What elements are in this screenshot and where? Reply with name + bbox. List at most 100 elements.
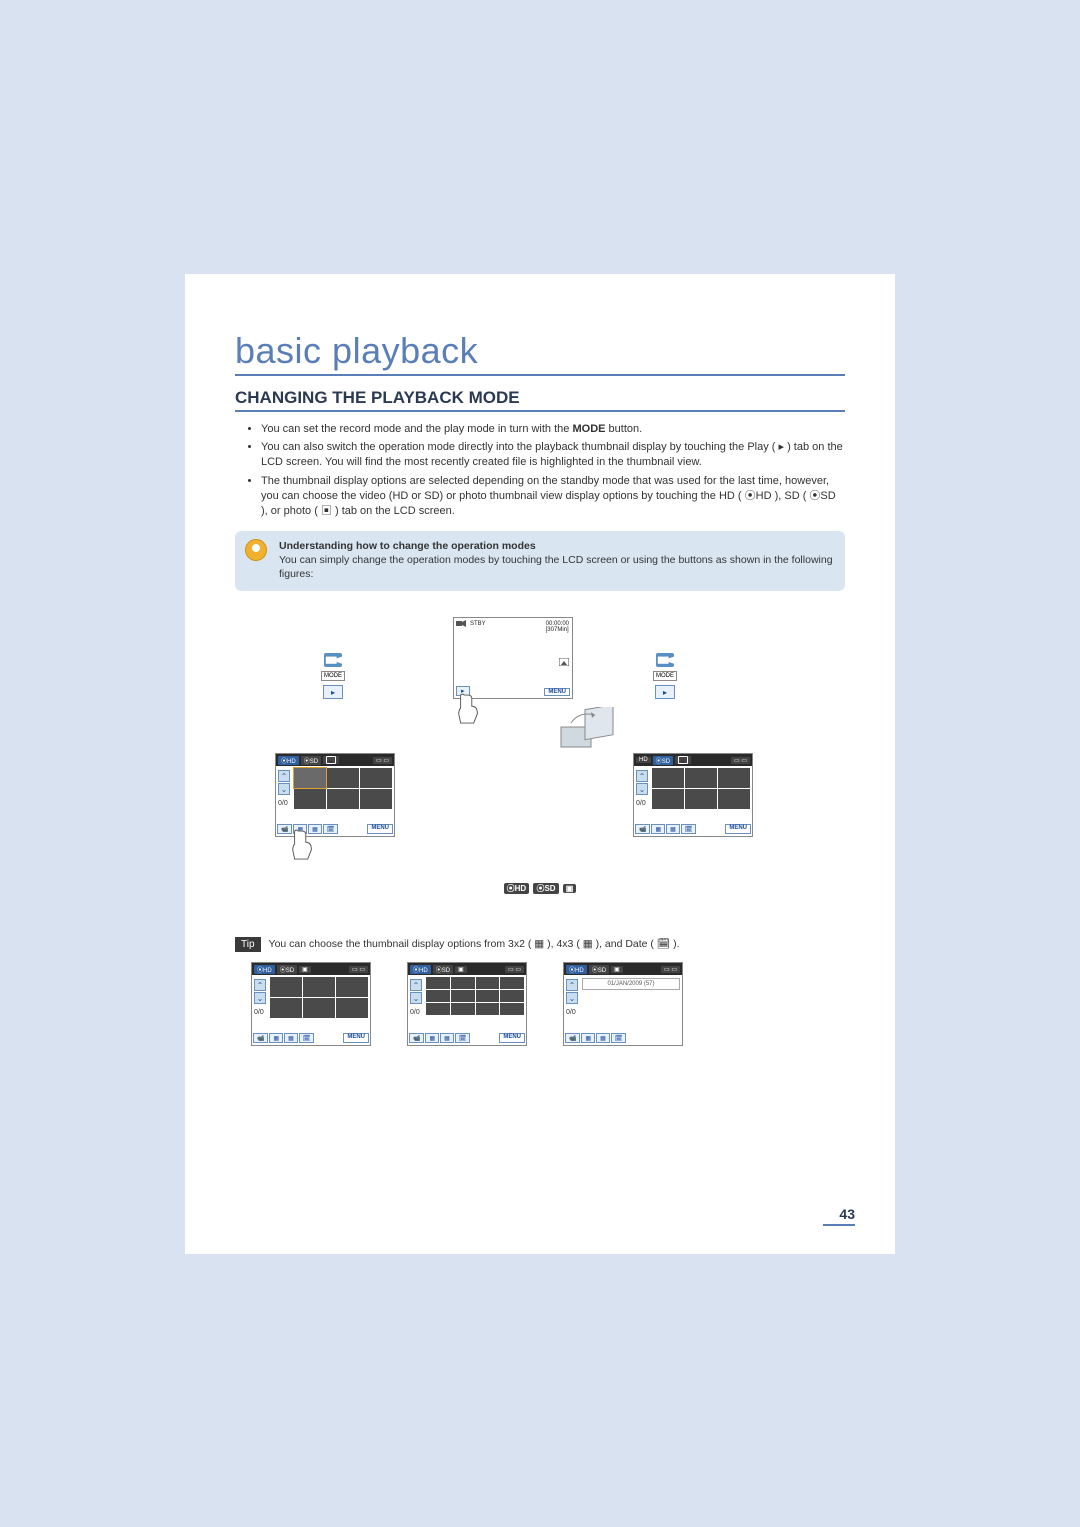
menu-button: MENU [499, 1033, 525, 1043]
up-arrow-icon: ⌃ [254, 979, 266, 991]
rec-mode-icon: 📹 [565, 1033, 580, 1043]
thumbnail [327, 768, 359, 788]
tip-badge: Tip [235, 937, 261, 952]
play-icon: ▸ [323, 685, 343, 699]
thumbnail [718, 789, 750, 809]
mode-label: MODE [321, 671, 345, 681]
thumbnail [652, 768, 684, 788]
date-icon: 🗓 [455, 1033, 471, 1043]
mode-button-right: MODE ▸ [653, 653, 677, 699]
mode-icons-row: ⦿HD ⦿SD ▣ [235, 883, 845, 894]
thumbnail [652, 789, 684, 809]
date-icon: 🗓 [611, 1033, 627, 1043]
thumbnail [476, 977, 500, 989]
grid-4x3-icon: ▦ [440, 1033, 454, 1043]
thumbnail [336, 977, 368, 997]
thumbnail [360, 789, 392, 809]
date-icon: 🗓 [681, 824, 697, 834]
camcorder-icon [456, 620, 466, 628]
date-entry: 01/JAN/2009 (57) [582, 978, 680, 990]
down-arrow-icon: ⌄ [636, 783, 648, 795]
thumbnail [451, 990, 475, 1002]
menu-button: MENU [367, 824, 393, 834]
tip-text: You can choose the thumbnail display opt… [269, 937, 680, 950]
thumb-4x3-screen: ⦿HD ⦿SD ▣ ▭ ▭ ⌃⌄ 0/0 📹 ▦ ▦ 🗓 MENU [407, 962, 527, 1046]
tab-storage: ▭ ▭ [373, 757, 392, 764]
thumbnail [451, 977, 475, 989]
up-arrow-icon: ⌃ [636, 770, 648, 782]
camera-icon [324, 653, 342, 667]
tab-hd: ⦿HD [278, 756, 299, 765]
grid-3x2-icon: ▦ [651, 824, 665, 834]
tab-sd: ⦿SD [653, 756, 673, 765]
info-box: Understanding how to change the operatio… [235, 531, 845, 592]
bullet-3: The thumbnail display options are select… [261, 474, 845, 519]
grid-3x2-icon: ▦ [425, 1033, 439, 1043]
pager-text: 0/0 [254, 1009, 264, 1016]
lightbulb-icon [245, 539, 267, 561]
page-number: 43 [839, 1206, 855, 1222]
tab-hd: ⦿HD [566, 965, 587, 974]
thumbnail-screen-right: HD ⦿SD ▭ ▭ ⌃ ⌄ 0/0 📹 ▦ ▦ 🗓 MENU [633, 753, 753, 837]
pager-text: 0/0 [278, 800, 288, 807]
play-icon: ▸ [655, 685, 675, 699]
page-number-underline [823, 1224, 855, 1226]
up-arrow-icon: ⌃ [278, 770, 290, 782]
tab-sd: ⦿SD [301, 756, 321, 765]
thumbnail [327, 789, 359, 809]
thumbnail [451, 1003, 475, 1015]
thumbnail [426, 977, 450, 989]
mode-diagram: MODE ▸ STBY 00:00:00[307Min] ▸ MENU [235, 607, 845, 927]
tab-photo [675, 756, 691, 764]
thumbnail [336, 998, 368, 1018]
grid-3x2-icon: ▦ [581, 1033, 595, 1043]
grid-3x2-icon: ▦ [269, 1033, 283, 1043]
chapter-title: basic playback [235, 330, 845, 376]
camera-icon [656, 653, 674, 667]
hd-mode-icon: ⦿HD [504, 883, 530, 894]
touch-hand-icon [455, 693, 483, 727]
menu-button: MENU [343, 1033, 369, 1043]
tab-hd: HD [636, 757, 651, 763]
mode-button-left: MODE ▸ [321, 653, 345, 699]
up-arrow-icon: ⌃ [566, 979, 578, 991]
thumbnail [426, 1003, 450, 1015]
sd-mode-icon: ⦿SD [533, 883, 558, 894]
thumbnail [303, 998, 335, 1018]
thumbnail [685, 789, 717, 809]
thumbnail [476, 990, 500, 1002]
thumbnail-screen-left: ⦿HD ⦿SD ▭ ▭ ⌃ ⌄ 0/0 📹 ▦ ▦ 🗓 MENU [275, 753, 395, 837]
intro-bullets: You can set the record mode and the play… [235, 422, 845, 519]
touch-hand-icon [289, 829, 317, 863]
tab-storage: ▭ ▭ [505, 966, 524, 973]
menu-tab: MENU [544, 688, 570, 696]
section-title: CHANGING THE PLAYBACK MODE [235, 388, 845, 412]
rec-mode-icon: 📹 [635, 824, 650, 834]
pager-text: 0/0 [410, 1009, 420, 1016]
grid-4x3-icon: ▦ [666, 824, 680, 834]
tab-photo: ▣ [611, 966, 623, 973]
tab-photo [323, 756, 339, 764]
menu-button: MENU [725, 824, 751, 834]
down-arrow-icon: ⌄ [278, 783, 290, 795]
tab-sd: ⦿SD [277, 965, 297, 974]
thumbnail [426, 990, 450, 1002]
thumbnail [270, 977, 302, 997]
tab-sd: ⦿SD [589, 965, 609, 974]
thumb-3x2-screen: ⦿HD ⦿SD ▣ ▭ ▭ ⌃⌄ 0/0 📹 ▦ ▦ 🗓 MENU [251, 962, 371, 1046]
thumbnail [360, 768, 392, 788]
manual-page: basic playback CHANGING THE PLAYBACK MOD… [185, 274, 895, 1254]
pager-text: 0/0 [566, 1009, 576, 1016]
info-text: You can simply change the operation mode… [279, 553, 833, 581]
flip-lcd-icon [555, 707, 619, 755]
photo-mode-icon: ▣ [563, 884, 577, 893]
pager-arrows: ⌃ ⌄ [636, 770, 648, 795]
tab-storage: ▭ ▭ [661, 966, 680, 973]
record-screen: STBY 00:00:00[307Min] ▸ MENU [453, 617, 573, 699]
date-icon: 🗓 [323, 824, 339, 834]
bullet-1: You can set the record mode and the play… [261, 422, 845, 437]
tab-hd: ⦿HD [410, 965, 431, 974]
tab-sd: ⦿SD [433, 965, 453, 974]
down-arrow-icon: ⌄ [410, 992, 422, 1004]
rec-time: 00:00:00[307Min] [546, 621, 569, 633]
